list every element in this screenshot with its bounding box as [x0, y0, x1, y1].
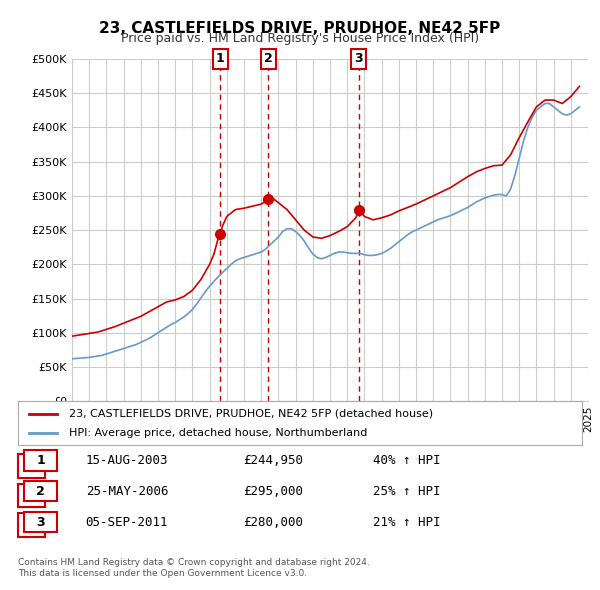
Text: 21% ↑ HPI: 21% ↑ HPI: [373, 516, 441, 529]
Text: 2: 2: [36, 484, 45, 498]
Text: 05-SEP-2011: 05-SEP-2011: [86, 516, 168, 529]
Text: 23, CASTLEFIELDS DRIVE, PRUDHOE, NE42 5FP (detached house): 23, CASTLEFIELDS DRIVE, PRUDHOE, NE42 5F…: [69, 409, 433, 418]
Text: £280,000: £280,000: [244, 516, 304, 529]
Text: 15-AUG-2003: 15-AUG-2003: [86, 454, 168, 467]
Text: 25-MAY-2006: 25-MAY-2006: [86, 484, 168, 498]
Text: 1: 1: [27, 460, 36, 473]
Text: 1: 1: [216, 53, 224, 65]
Text: 2: 2: [27, 489, 36, 502]
Text: £295,000: £295,000: [244, 484, 304, 498]
Text: £244,950: £244,950: [244, 454, 304, 467]
Text: 25% ↑ HPI: 25% ↑ HPI: [373, 484, 441, 498]
Text: Price paid vs. HM Land Registry's House Price Index (HPI): Price paid vs. HM Land Registry's House …: [121, 32, 479, 45]
Text: 1: 1: [36, 454, 45, 467]
Text: 3: 3: [27, 519, 36, 532]
Text: Contains HM Land Registry data © Crown copyright and database right 2024.: Contains HM Land Registry data © Crown c…: [18, 558, 370, 566]
Text: 3: 3: [36, 516, 45, 529]
Text: This data is licensed under the Open Government Licence v3.0.: This data is licensed under the Open Gov…: [18, 569, 307, 578]
FancyBboxPatch shape: [23, 450, 58, 471]
Text: HPI: Average price, detached house, Northumberland: HPI: Average price, detached house, Nort…: [69, 428, 367, 438]
Text: 40% ↑ HPI: 40% ↑ HPI: [373, 454, 441, 467]
Text: 2: 2: [264, 53, 272, 65]
Text: 23, CASTLEFIELDS DRIVE, PRUDHOE, NE42 5FP: 23, CASTLEFIELDS DRIVE, PRUDHOE, NE42 5F…: [100, 21, 500, 35]
FancyBboxPatch shape: [23, 512, 58, 532]
FancyBboxPatch shape: [23, 481, 58, 502]
Text: 3: 3: [355, 53, 363, 65]
